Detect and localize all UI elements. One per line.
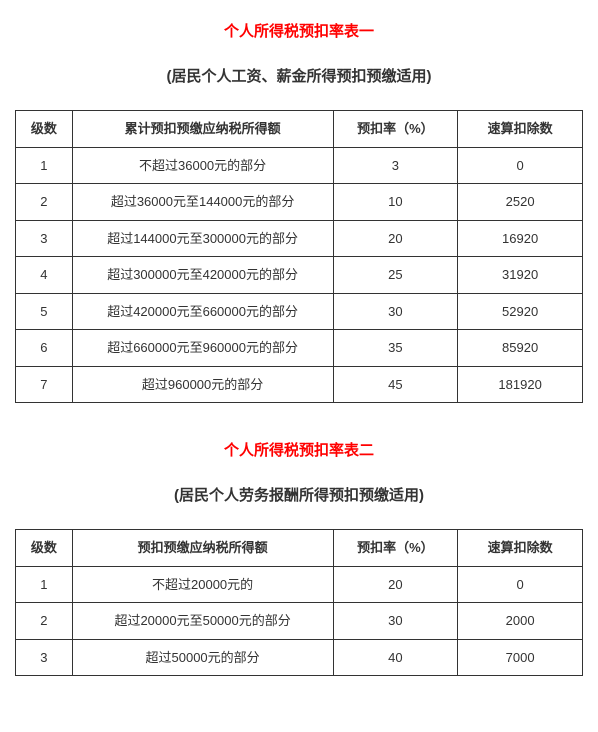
table-row: 2超过36000元至144000元的部分102520 bbox=[16, 184, 583, 221]
table1-body: 1不超过36000元的部分302超过36000元至144000元的部分10252… bbox=[16, 147, 583, 403]
table-cell: 3 bbox=[16, 220, 73, 257]
table-cell: 45 bbox=[333, 366, 458, 403]
table-header-row: 级数 累计预扣预缴应纳税所得额 预扣率（%） 速算扣除数 bbox=[16, 111, 583, 148]
table1-subtitle: (居民个人工资、薪金所得预扣预缴适用) bbox=[15, 65, 583, 86]
table-cell: 不超过20000元的 bbox=[72, 566, 333, 603]
table-cell: 181920 bbox=[458, 366, 583, 403]
table-cell: 超过144000元至300000元的部分 bbox=[72, 220, 333, 257]
table-cell: 20 bbox=[333, 566, 458, 603]
table-row: 4超过300000元至420000元的部分2531920 bbox=[16, 257, 583, 294]
table-cell: 1 bbox=[16, 147, 73, 184]
col-header-amount: 预扣预缴应纳税所得额 bbox=[72, 530, 333, 567]
col-header-rate: 预扣率（%） bbox=[333, 530, 458, 567]
table-cell: 超过36000元至144000元的部分 bbox=[72, 184, 333, 221]
table-cell: 40 bbox=[333, 639, 458, 676]
col-header-deduct: 速算扣除数 bbox=[458, 530, 583, 567]
table-cell: 2 bbox=[16, 603, 73, 640]
table-cell: 35 bbox=[333, 330, 458, 367]
table-row: 3超过50000元的部分407000 bbox=[16, 639, 583, 676]
table-row: 3超过144000元至300000元的部分2016920 bbox=[16, 220, 583, 257]
table-cell: 20 bbox=[333, 220, 458, 257]
table-cell: 10 bbox=[333, 184, 458, 221]
table-cell: 超过420000元至660000元的部分 bbox=[72, 293, 333, 330]
tax-rate-table-1: 级数 累计预扣预缴应纳税所得额 预扣率（%） 速算扣除数 1不超过36000元的… bbox=[15, 110, 583, 403]
table-cell: 85920 bbox=[458, 330, 583, 367]
table-cell: 2 bbox=[16, 184, 73, 221]
table-row: 5超过420000元至660000元的部分3052920 bbox=[16, 293, 583, 330]
table-header-row: 级数 预扣预缴应纳税所得额 预扣率（%） 速算扣除数 bbox=[16, 530, 583, 567]
table-cell: 16920 bbox=[458, 220, 583, 257]
table-cell: 30 bbox=[333, 603, 458, 640]
table-row: 7超过960000元的部分45181920 bbox=[16, 366, 583, 403]
table-cell: 超过660000元至960000元的部分 bbox=[72, 330, 333, 367]
tax-rate-table-2: 级数 预扣预缴应纳税所得额 预扣率（%） 速算扣除数 1不超过20000元的20… bbox=[15, 529, 583, 676]
table-row: 6超过660000元至960000元的部分3585920 bbox=[16, 330, 583, 367]
tax-table-section-2: 个人所得税预扣率表二 (居民个人劳务报酬所得预扣预缴适用) 级数 预扣预缴应纳税… bbox=[15, 439, 583, 676]
table-cell: 4 bbox=[16, 257, 73, 294]
table-cell: 31920 bbox=[458, 257, 583, 294]
table-cell: 不超过36000元的部分 bbox=[72, 147, 333, 184]
table-cell: 6 bbox=[16, 330, 73, 367]
table-row: 1不超过20000元的200 bbox=[16, 566, 583, 603]
table-cell: 3 bbox=[16, 639, 73, 676]
table-cell: 5 bbox=[16, 293, 73, 330]
table-cell: 52920 bbox=[458, 293, 583, 330]
table-cell: 超过300000元至420000元的部分 bbox=[72, 257, 333, 294]
table2-body: 1不超过20000元的2002超过20000元至50000元的部分3020003… bbox=[16, 566, 583, 676]
col-header-amount: 累计预扣预缴应纳税所得额 bbox=[72, 111, 333, 148]
table-cell: 超过20000元至50000元的部分 bbox=[72, 603, 333, 640]
table2-title: 个人所得税预扣率表二 bbox=[15, 439, 583, 460]
table-cell: 0 bbox=[458, 147, 583, 184]
table-cell: 2000 bbox=[458, 603, 583, 640]
table-row: 2超过20000元至50000元的部分302000 bbox=[16, 603, 583, 640]
table-cell: 25 bbox=[333, 257, 458, 294]
col-header-level: 级数 bbox=[16, 111, 73, 148]
col-header-deduct: 速算扣除数 bbox=[458, 111, 583, 148]
table-cell: 超过50000元的部分 bbox=[72, 639, 333, 676]
table-cell: 0 bbox=[458, 566, 583, 603]
table-cell: 1 bbox=[16, 566, 73, 603]
tax-table-section-1: 个人所得税预扣率表一 (居民个人工资、薪金所得预扣预缴适用) 级数 累计预扣预缴… bbox=[15, 20, 583, 403]
table1-title: 个人所得税预扣率表一 bbox=[15, 20, 583, 41]
col-header-rate: 预扣率（%） bbox=[333, 111, 458, 148]
table2-subtitle: (居民个人劳务报酬所得预扣预缴适用) bbox=[15, 484, 583, 505]
col-header-level: 级数 bbox=[16, 530, 73, 567]
table-cell: 7 bbox=[16, 366, 73, 403]
table-cell: 30 bbox=[333, 293, 458, 330]
table-cell: 超过960000元的部分 bbox=[72, 366, 333, 403]
table-cell: 3 bbox=[333, 147, 458, 184]
table-cell: 7000 bbox=[458, 639, 583, 676]
table-row: 1不超过36000元的部分30 bbox=[16, 147, 583, 184]
table-cell: 2520 bbox=[458, 184, 583, 221]
